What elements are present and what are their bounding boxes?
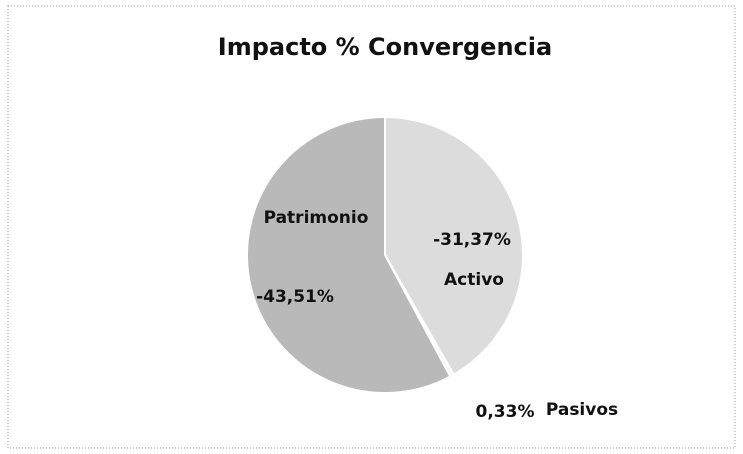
chart-title: Impacto % Convergencia xyxy=(218,33,552,61)
slice-value-label: 0,33% xyxy=(476,402,535,422)
slice-name: Pasivos xyxy=(546,400,618,420)
slice-value-label: -43,51% xyxy=(256,287,334,307)
chart-border xyxy=(7,5,736,449)
slice-value-label: -31,37% xyxy=(433,230,511,250)
slice-name: Activo xyxy=(444,270,504,290)
pie-slice xyxy=(384,115,524,377)
pie-slice xyxy=(246,115,452,394)
slice-name: Patrimonio xyxy=(264,208,369,228)
